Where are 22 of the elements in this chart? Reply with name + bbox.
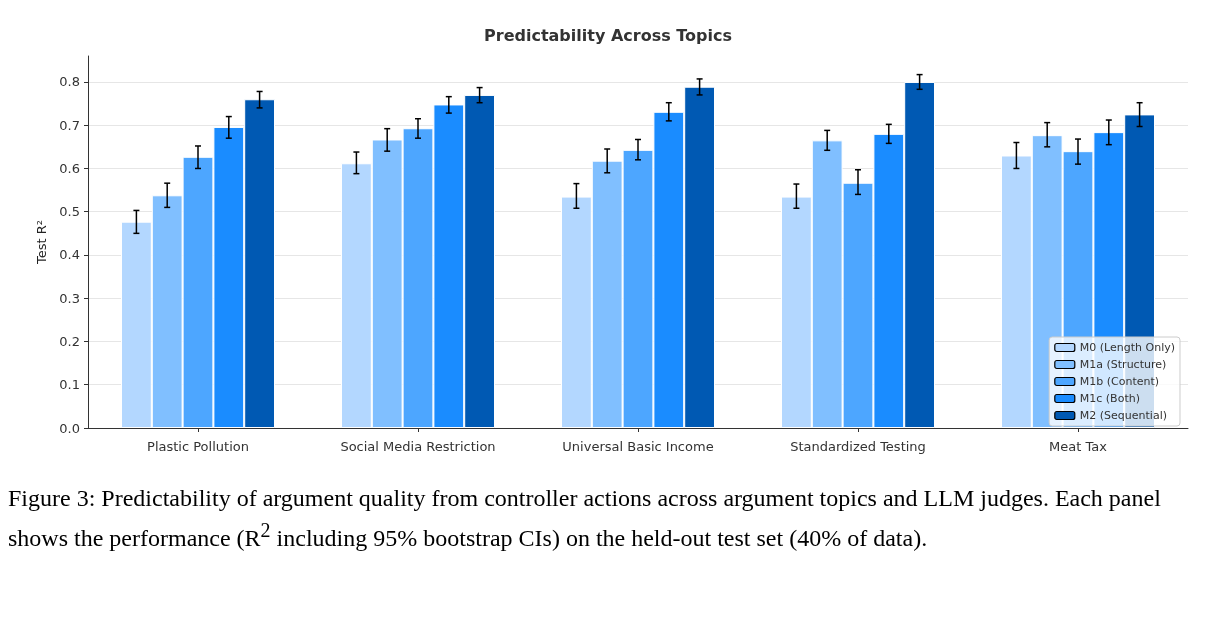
legend-label: M1b (Content) [1079, 375, 1160, 388]
legend-label: M2 (Sequential) [1079, 409, 1167, 422]
legend-label: M1a (Structure) [1079, 358, 1167, 371]
y-tick-label: 0.1 [59, 377, 80, 393]
y-tick-label: 0.4 [59, 247, 80, 263]
x-tick-label: Meat Tax [1049, 439, 1108, 454]
x-tick-label: Plastic Pollution [147, 439, 249, 454]
x-tick-label: Universal Basic Income [562, 439, 714, 454]
x-tick-label: Standardized Testing [790, 439, 926, 454]
chart-title: Predictability Across Topics [484, 25, 732, 45]
y-tick-label: 0.6 [59, 160, 80, 176]
y-tick-label: 0.0 [59, 420, 80, 436]
x-tick-label: Social Media Restriction [340, 439, 496, 454]
y-tick-label: 0.8 [59, 74, 80, 90]
legend-label: M0 (Length Only) [1079, 341, 1175, 354]
caption: Figure 3: Predictability of argument quality from controller actions across argument topics and LLM judges. Each panel shows the performance (R$^{2}$ including 95% bootstrap CIs) on the held-out test set (40% of data). [8, 484, 1162, 553]
y-tick-label: 0.5 [59, 204, 80, 220]
y-axis-title: Test R² [34, 220, 49, 265]
legend-label: M1c (Both) [1079, 392, 1140, 405]
y-tick-label: 0.2 [59, 333, 80, 349]
y-tick-label: 0.3 [59, 290, 80, 306]
y-tick-label: 0.7 [59, 117, 80, 133]
